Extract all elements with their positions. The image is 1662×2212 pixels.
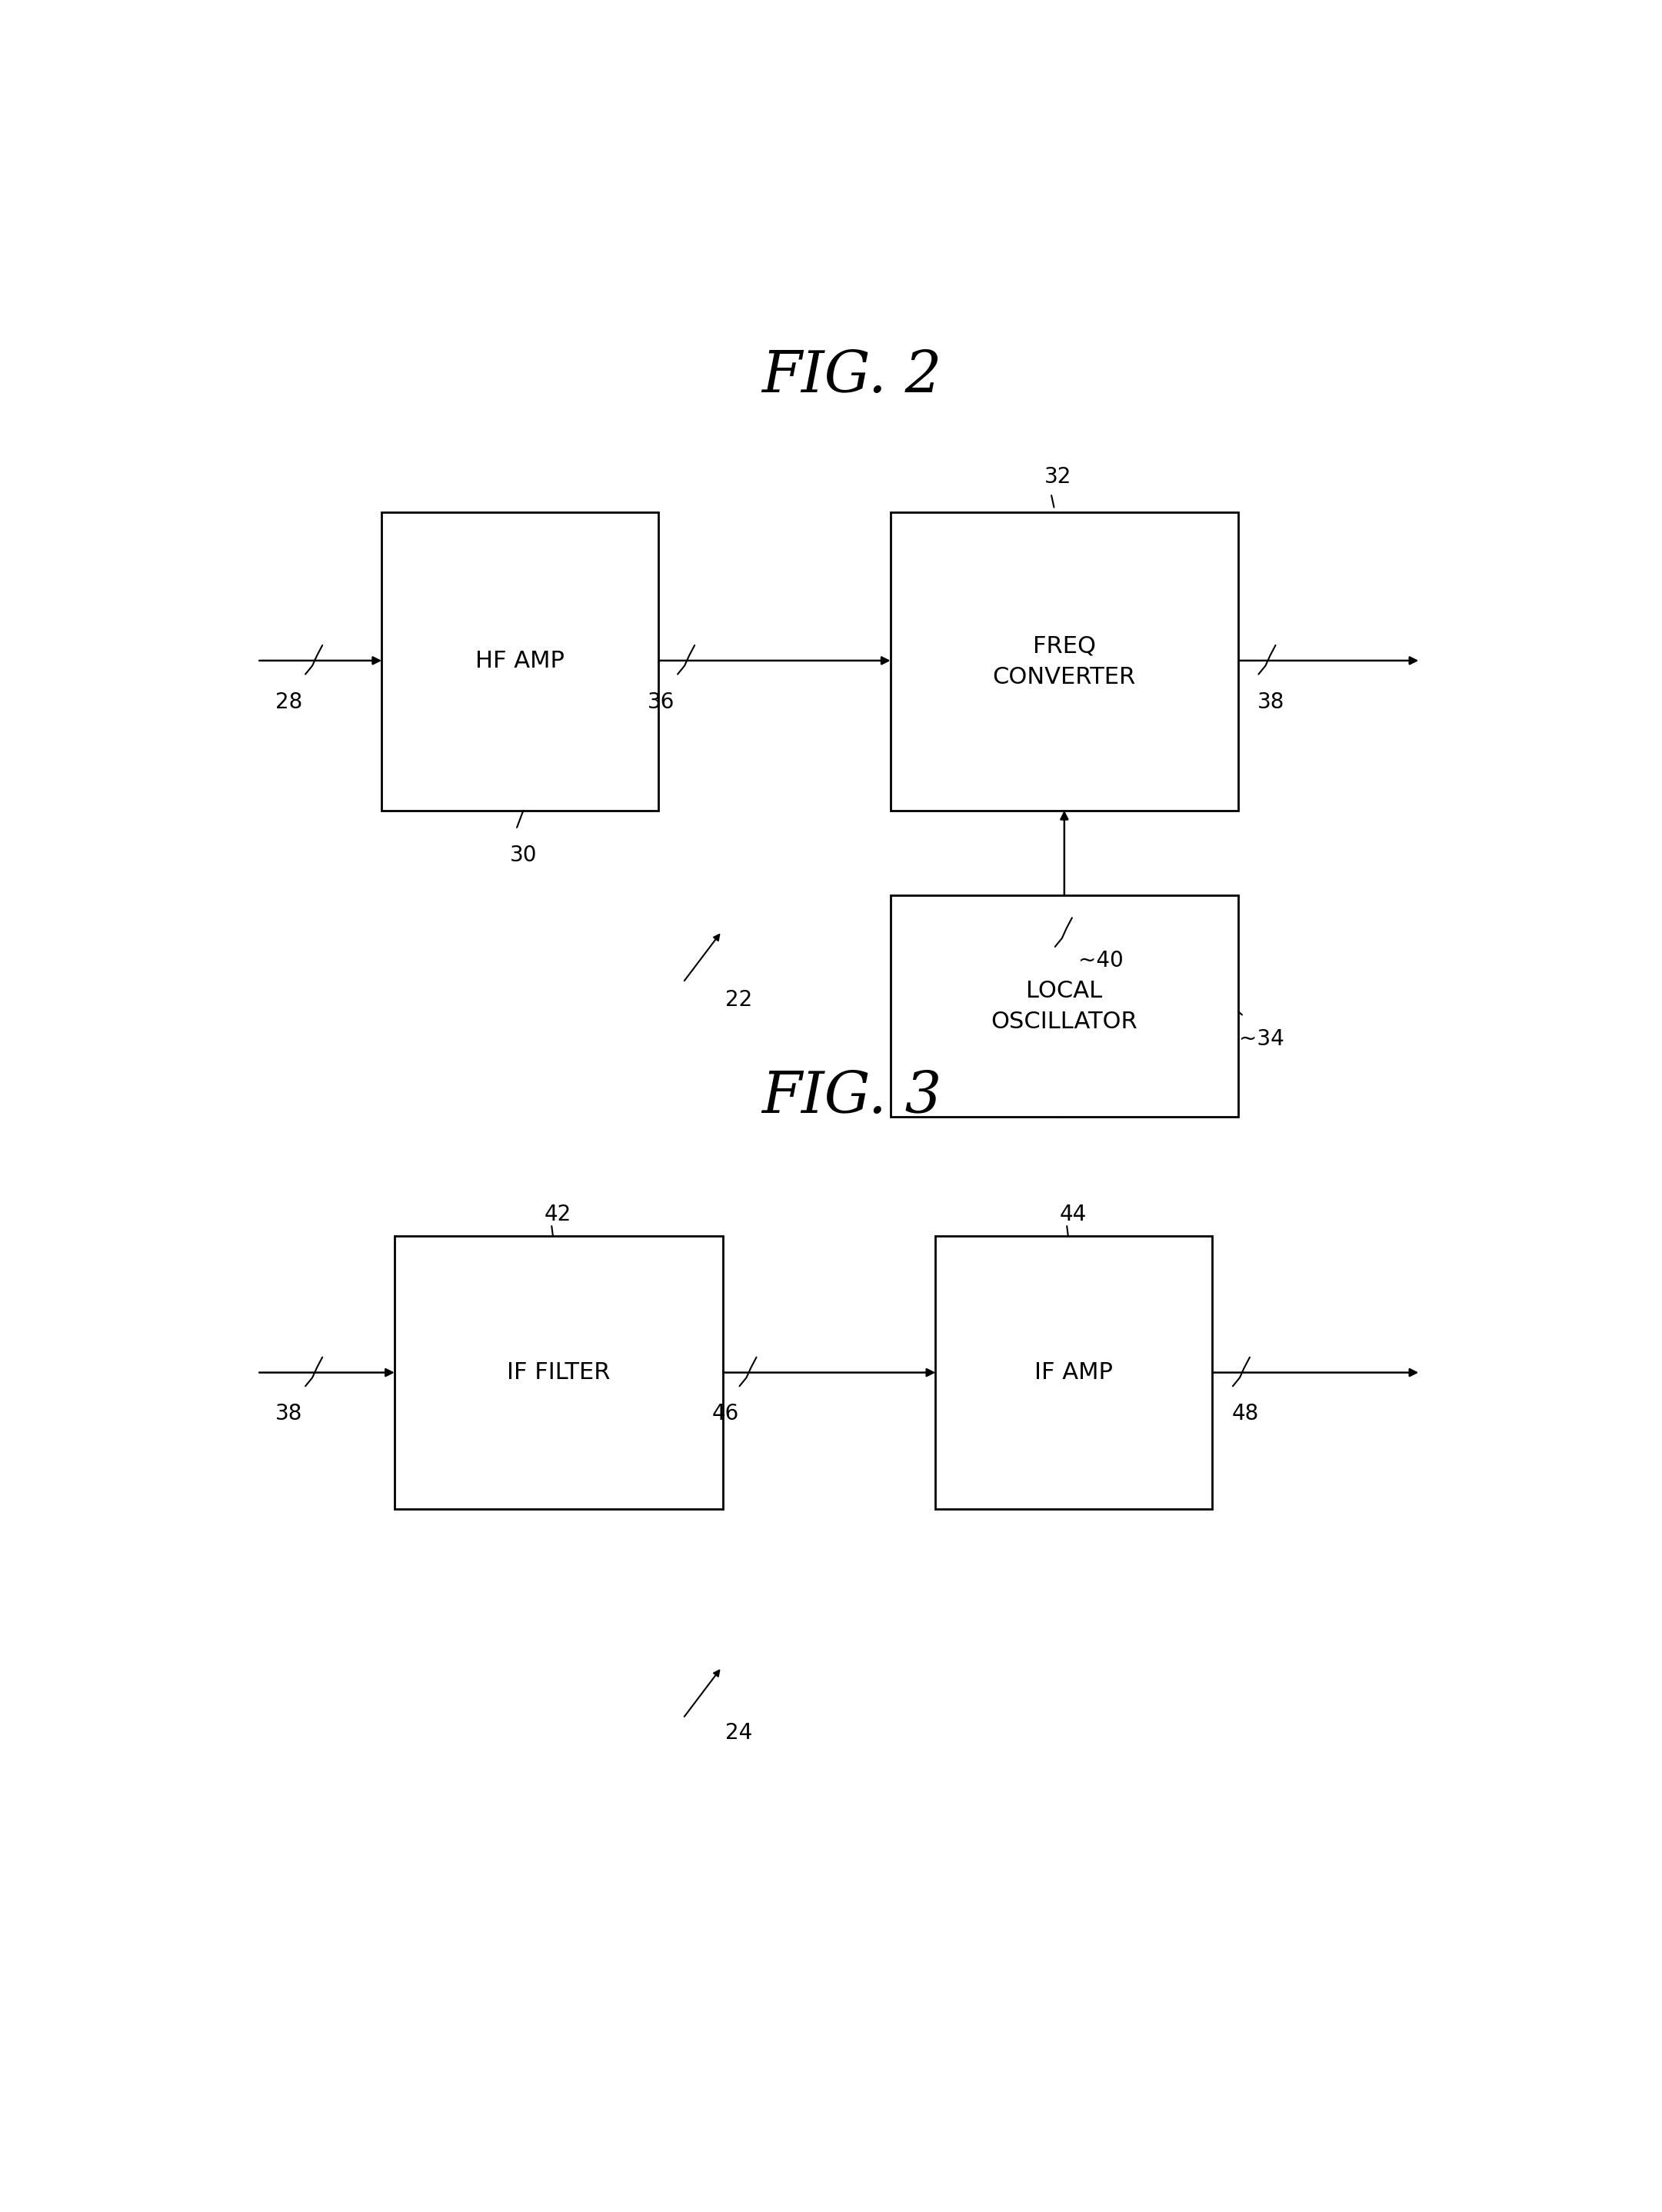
Text: IF FILTER: IF FILTER (507, 1360, 610, 1385)
Bar (394, 1237, 723, 1509)
Text: ~40: ~40 (1079, 951, 1124, 971)
Bar (382, 513, 658, 810)
Text: HF AMP: HF AMP (475, 650, 565, 672)
Text: IF AMP: IF AMP (1035, 1360, 1114, 1385)
Text: ~34: ~34 (1238, 1029, 1285, 1051)
Text: 32: 32 (1044, 467, 1072, 489)
Text: 42: 42 (545, 1203, 572, 1225)
Text: 22: 22 (726, 989, 753, 1011)
Text: 38: 38 (1258, 692, 1285, 712)
Text: 30: 30 (510, 845, 537, 867)
Text: 48: 48 (1232, 1402, 1258, 1425)
Text: 36: 36 (648, 692, 675, 712)
Bar (891, 896, 1238, 1117)
Text: 46: 46 (711, 1402, 740, 1425)
Text: 24: 24 (726, 1721, 753, 1743)
Text: LOCAL
OSCILLATOR: LOCAL OSCILLATOR (991, 980, 1138, 1033)
Text: 28: 28 (276, 692, 302, 712)
Text: FREQ
CONVERTER: FREQ CONVERTER (992, 635, 1135, 688)
Text: FIG. 3: FIG. 3 (761, 1068, 942, 1124)
Text: FIG. 2: FIG. 2 (761, 347, 942, 405)
Bar (891, 513, 1238, 810)
Text: 44: 44 (1060, 1203, 1087, 1225)
Text: 38: 38 (276, 1402, 302, 1425)
Bar (936, 1237, 1213, 1509)
